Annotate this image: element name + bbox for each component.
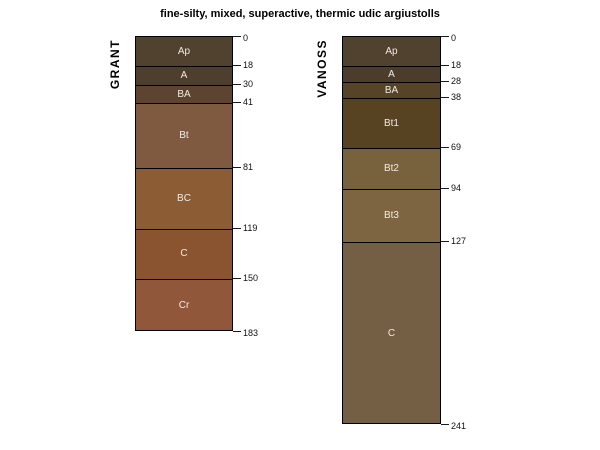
profile-column-vanoss: Ap A BA Bt1 Bt2 Bt3 C <box>342 36 441 425</box>
depth-tick-line <box>441 97 449 99</box>
horizon-name-label: Bt <box>179 129 189 141</box>
horizon-name-label: C <box>180 248 188 260</box>
depth-tick-line <box>233 227 241 229</box>
depth-tick-line <box>233 166 241 168</box>
horizon-grant-bt: Bt <box>136 103 232 168</box>
horizon-grant-ba: BA <box>136 85 232 104</box>
horizon-name-label: BA <box>384 84 399 96</box>
depth-tick-label: 69 <box>451 142 462 153</box>
horizon-name-label: A <box>180 70 188 82</box>
horizon-vanoss-ba: BA <box>343 82 440 99</box>
horizon-grant-cr: Cr <box>136 278 232 330</box>
horizon-name-label: Bt2 <box>383 162 399 174</box>
depth-tick-label: 0 <box>243 33 249 43</box>
profile-column-grant: Ap A BA Bt BC C Cr <box>135 36 233 331</box>
depth-tick-label: 41 <box>243 97 254 108</box>
horizon-vanoss-bt3: Bt3 <box>343 188 440 242</box>
depth-tick-label: 30 <box>243 79 254 90</box>
depth-tick-line <box>233 84 241 86</box>
depth-tick-line <box>233 65 241 67</box>
depth-tick-label: 94 <box>451 182 462 193</box>
depth-tick-line <box>441 147 449 149</box>
depth-tick-line <box>233 277 241 279</box>
horizon-vanoss-a: A <box>343 66 440 83</box>
horizon-grant-c: C <box>136 228 232 279</box>
depth-tick-label: 150 <box>243 272 259 283</box>
depth-tick-label: 183 <box>243 327 259 338</box>
horizon-name-label: Bt1 <box>383 117 399 129</box>
horizon-vanoss-bt1: Bt1 <box>343 98 440 149</box>
horizon-name-label: A <box>388 68 395 80</box>
horizon-name-label: BC <box>177 192 191 204</box>
depth-tick-line <box>441 240 449 242</box>
horizon-name-label: Ap <box>177 45 191 57</box>
depth-tick-label: 38 <box>451 92 462 103</box>
chart-title: fine-silty, mixed, superactive, thermic … <box>160 8 440 20</box>
horizon-vanoss-c: C <box>343 241 440 424</box>
depth-tick-line <box>441 65 449 67</box>
depth-tick-label: 28 <box>451 76 462 87</box>
depth-tick-line <box>441 36 449 37</box>
depth-tick-label: 241 <box>451 421 467 432</box>
depth-tick-label: 127 <box>451 235 467 246</box>
profile-id-label-grant: GRANT <box>108 39 122 90</box>
horizon-name-label: C <box>387 328 396 340</box>
horizon-grant-bc: BC <box>136 167 232 229</box>
horizon-grant-a: A <box>136 66 232 86</box>
horizon-name-label: Cr <box>178 299 190 311</box>
depth-tick-line <box>441 424 449 426</box>
horizon-vanoss-bt2: Bt2 <box>343 148 440 189</box>
depth-tick-line <box>233 330 241 332</box>
depth-tick-label: 18 <box>451 60 462 71</box>
horizon-grant-ap: Ap <box>136 37 232 67</box>
depth-tick-line <box>441 81 449 83</box>
horizon-vanoss-ap: Ap <box>343 37 440 67</box>
horizon-name-label: Bt3 <box>383 209 399 221</box>
depth-tick-line <box>233 36 241 37</box>
depth-tick-label: 18 <box>243 60 254 71</box>
depth-tick-label: 119 <box>243 222 258 233</box>
depth-tick-label: 0 <box>451 33 457 43</box>
horizon-name-label: Ap <box>385 45 398 57</box>
depth-tick-line <box>441 187 449 189</box>
depth-tick-label: 81 <box>243 161 254 172</box>
profile-id-label-vanoss: VANOSS <box>315 39 329 98</box>
horizon-name-label: BA <box>177 88 191 100</box>
depth-tick-line <box>233 102 241 104</box>
